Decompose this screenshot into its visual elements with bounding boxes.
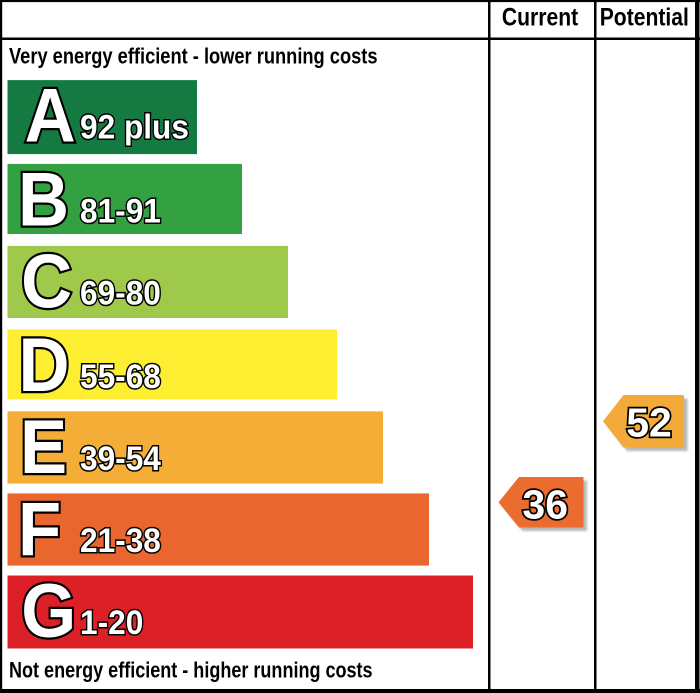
svg-text:B: B: [18, 157, 69, 242]
svg-text:C: C: [21, 239, 72, 324]
svg-text:81-91: 81-91: [80, 191, 161, 229]
svg-text:52: 52: [626, 400, 672, 446]
svg-text:55-68: 55-68: [80, 357, 161, 395]
svg-text:Potential: Potential: [600, 3, 689, 31]
svg-text:1-20: 1-20: [80, 603, 143, 641]
svg-text:Current: Current: [502, 3, 579, 31]
svg-text:G: G: [21, 569, 76, 654]
svg-text:A: A: [25, 73, 76, 158]
svg-text:F: F: [18, 487, 61, 572]
svg-text:Not energy efficient - higher: Not energy efficient - higher running co…: [9, 659, 373, 683]
svg-text:Very energy efficient - lower: Very energy efficient - lower running co…: [9, 45, 378, 69]
svg-text:36: 36: [522, 481, 568, 527]
svg-text:E: E: [20, 405, 67, 490]
svg-text:69-80: 69-80: [80, 273, 161, 311]
svg-text:92 plus: 92 plus: [80, 108, 189, 146]
svg-text:21-38: 21-38: [80, 521, 161, 559]
svg-text:39-54: 39-54: [80, 439, 162, 477]
svg-text:D: D: [19, 323, 70, 408]
